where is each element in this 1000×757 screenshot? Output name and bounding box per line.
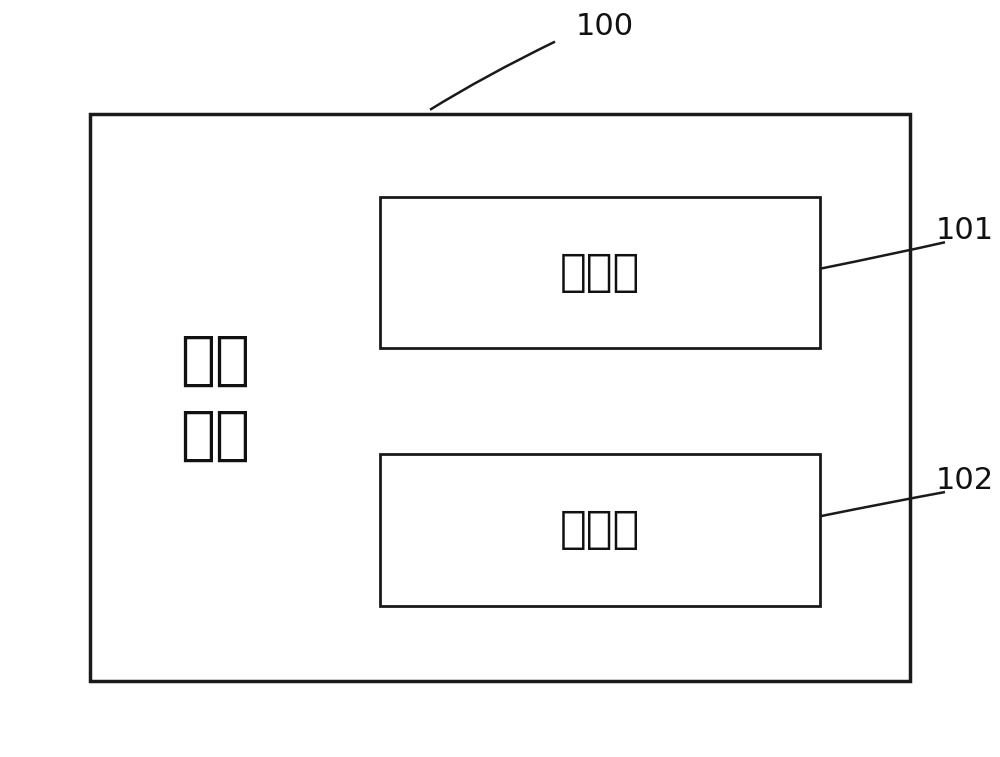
Text: 102: 102 (936, 466, 994, 495)
Bar (380, 197, 820, 348)
Text: 存储器: 存储器 (560, 251, 640, 294)
Text: 处理
终端: 处理 终端 (180, 332, 250, 463)
Text: 101: 101 (936, 217, 994, 245)
Text: 100: 100 (576, 12, 634, 41)
Bar (380, 454, 820, 606)
Bar (90, 114, 910, 681)
Text: 处理器: 处理器 (560, 509, 640, 551)
